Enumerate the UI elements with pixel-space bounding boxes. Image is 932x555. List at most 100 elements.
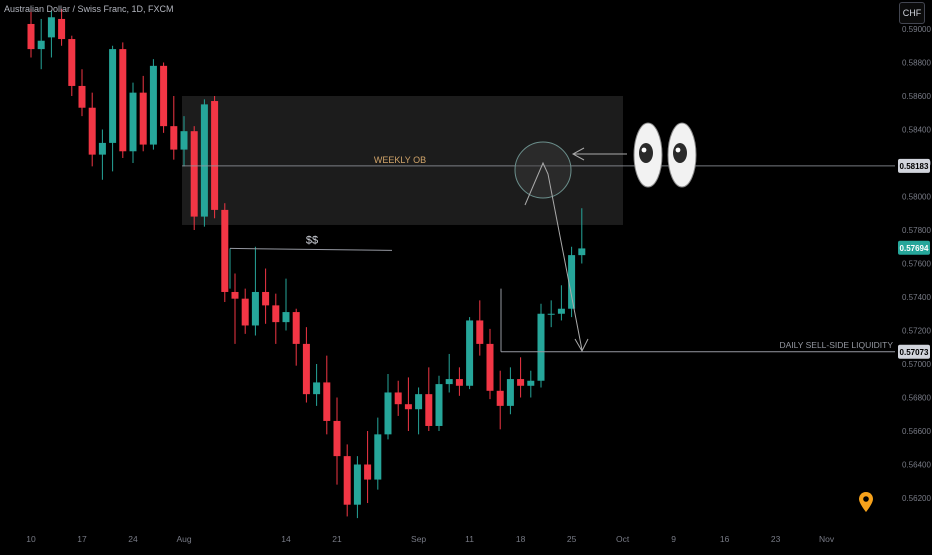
candle-body[interactable] bbox=[527, 380, 535, 386]
candle-body[interactable] bbox=[425, 394, 433, 426]
candle-body[interactable] bbox=[578, 248, 586, 256]
y-tick-label: 0.56400 bbox=[902, 461, 931, 470]
candle-body[interactable] bbox=[302, 343, 310, 395]
projection-arrowhead bbox=[574, 338, 589, 353]
candle-body[interactable] bbox=[272, 305, 280, 323]
symbol-title: Australian Dollar / Swiss Franc, 1D, FXC… bbox=[4, 4, 174, 14]
candle-body[interactable] bbox=[170, 126, 178, 150]
x-tick-label: 16 bbox=[720, 534, 730, 544]
y-tick-label: 0.58000 bbox=[902, 193, 931, 202]
candle-body[interactable] bbox=[374, 434, 382, 480]
candle-body[interactable] bbox=[139, 92, 147, 145]
candle-body[interactable] bbox=[466, 320, 474, 386]
x-tick-label: Sep bbox=[411, 534, 426, 544]
y-tick-label: 0.57600 bbox=[902, 260, 931, 269]
x-tick-label: Nov bbox=[819, 534, 835, 544]
x-tick-label: 14 bbox=[281, 534, 291, 544]
candle-body[interactable] bbox=[292, 312, 300, 344]
candle-body[interactable] bbox=[568, 255, 576, 309]
y-tick-label: 0.58600 bbox=[902, 92, 931, 101]
currency-button[interactable]: CHF bbox=[899, 2, 925, 24]
candle-body[interactable] bbox=[160, 65, 168, 127]
y-tick-label: 0.59000 bbox=[902, 25, 931, 34]
x-tick-label: 24 bbox=[128, 534, 138, 544]
candle-body[interactable] bbox=[364, 464, 372, 480]
candle-body[interactable] bbox=[486, 343, 494, 391]
candle-body[interactable] bbox=[190, 131, 198, 217]
candle-body[interactable] bbox=[88, 107, 96, 155]
candle-body[interactable] bbox=[211, 101, 219, 210]
sell-side-price-tag-bg bbox=[898, 344, 930, 359]
y-tick-label: 0.57000 bbox=[902, 360, 931, 369]
y-tick-label: 0.57200 bbox=[902, 327, 931, 336]
candle-body[interactable] bbox=[343, 456, 351, 505]
candle-body[interactable] bbox=[58, 18, 66, 40]
candle-body[interactable] bbox=[149, 65, 157, 145]
projection-path[interactable] bbox=[524, 161, 583, 351]
candle-body[interactable] bbox=[129, 92, 137, 152]
candle-body[interactable] bbox=[547, 313, 555, 315]
candle-body[interactable] bbox=[262, 291, 270, 306]
candle-body[interactable] bbox=[251, 291, 259, 326]
candle-body[interactable] bbox=[180, 131, 188, 150]
candle-body[interactable] bbox=[119, 49, 127, 152]
candle-body[interactable] bbox=[415, 394, 423, 410]
eyes-emoji-icon bbox=[633, 122, 697, 188]
candle-body[interactable] bbox=[404, 404, 412, 410]
candle-body[interactable] bbox=[557, 308, 565, 314]
candle-body[interactable] bbox=[384, 392, 392, 435]
x-tick-label: 11 bbox=[465, 534, 474, 544]
x-tick-label: 21 bbox=[332, 534, 342, 544]
sell-side-price-tag: 0.57073 bbox=[900, 348, 929, 357]
x-tick-label: 10 bbox=[26, 534, 36, 544]
candle-body[interactable] bbox=[221, 209, 229, 292]
y-tick-label: 0.57400 bbox=[902, 293, 931, 302]
candle-body[interactable] bbox=[27, 23, 35, 50]
candle-body[interactable] bbox=[109, 49, 117, 143]
candle-body[interactable] bbox=[323, 382, 331, 421]
candle-body[interactable] bbox=[333, 420, 341, 457]
candle-body[interactable] bbox=[435, 384, 443, 426]
x-tick-label: 25 bbox=[567, 534, 577, 544]
candle-body[interactable] bbox=[200, 104, 208, 217]
eyes-arrow-head bbox=[571, 147, 585, 161]
candle-body[interactable] bbox=[537, 313, 545, 381]
dollar-label: $$ bbox=[306, 234, 318, 246]
candle-body[interactable] bbox=[455, 379, 463, 386]
candle-body[interactable] bbox=[353, 464, 361, 505]
candle-body[interactable] bbox=[313, 382, 321, 395]
candle-body[interactable] bbox=[506, 379, 514, 406]
candle-body[interactable] bbox=[282, 312, 290, 323]
candle-body[interactable] bbox=[394, 392, 402, 405]
highlight-circle[interactable] bbox=[514, 141, 572, 199]
x-tick-label: 23 bbox=[771, 534, 781, 544]
candle-body[interactable] bbox=[68, 39, 76, 86]
candle-body[interactable] bbox=[496, 390, 504, 406]
y-tick-label: 0.56200 bbox=[902, 494, 931, 503]
x-tick-label: 17 bbox=[77, 534, 87, 544]
candle-body[interactable] bbox=[517, 379, 525, 386]
candle-body[interactable] bbox=[78, 85, 86, 108]
weekly-ob-zone[interactable] bbox=[182, 96, 623, 225]
sell-side-label: DAILY SELL-SIDE LIQUIDITY bbox=[779, 340, 893, 350]
x-tick-label: 18 bbox=[516, 534, 526, 544]
dollar-liquidity-line[interactable] bbox=[229, 247, 393, 251]
last-price-tag: 0.57694 bbox=[900, 244, 929, 253]
candle-body[interactable] bbox=[476, 320, 484, 344]
weekly-ob-price-tag-bg bbox=[898, 158, 930, 173]
x-tick-label: Oct bbox=[616, 534, 630, 544]
candle-body[interactable] bbox=[241, 298, 249, 326]
y-tick-label: 0.56800 bbox=[902, 394, 931, 403]
y-tick-label: 0.57800 bbox=[902, 226, 931, 235]
location-pin-icon[interactable] bbox=[858, 491, 874, 513]
x-tick-label: 9 bbox=[671, 534, 676, 544]
candle-body[interactable] bbox=[445, 379, 453, 385]
candle-body[interactable] bbox=[231, 291, 239, 299]
candle-body[interactable] bbox=[37, 40, 45, 50]
y-tick-label: 0.56600 bbox=[902, 427, 931, 436]
candle-body[interactable] bbox=[47, 17, 55, 38]
candle-body[interactable] bbox=[98, 142, 106, 155]
